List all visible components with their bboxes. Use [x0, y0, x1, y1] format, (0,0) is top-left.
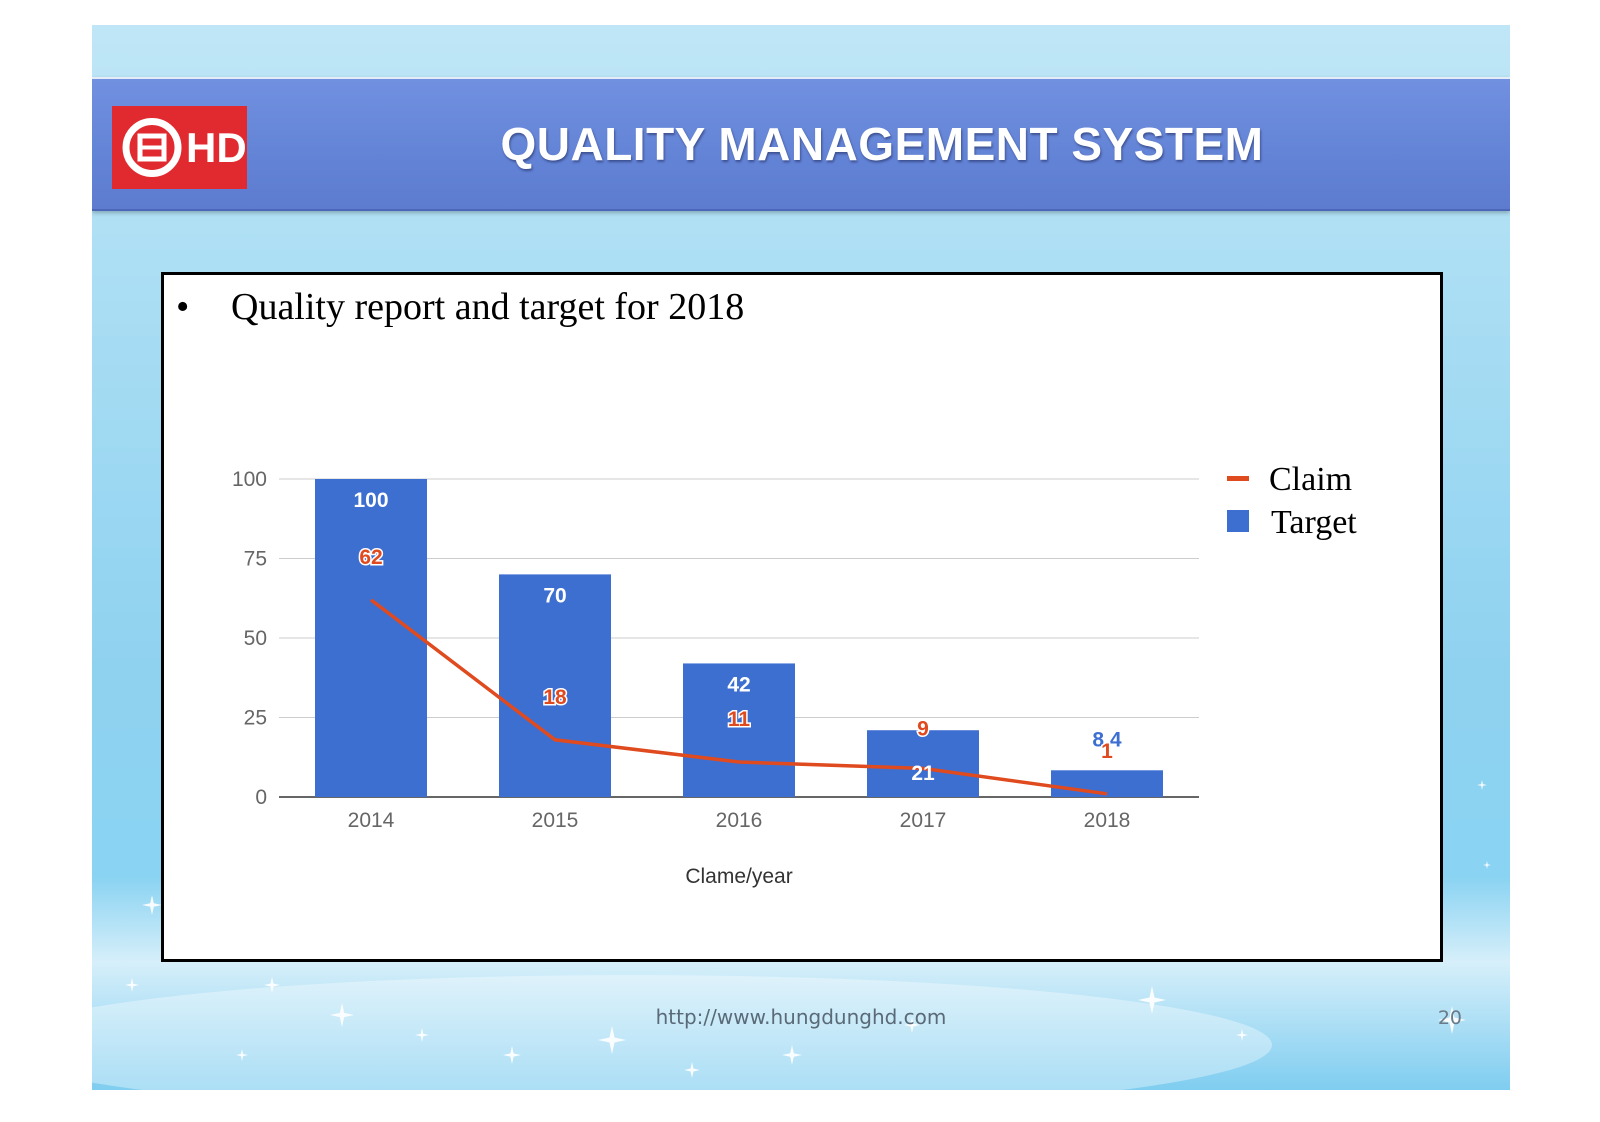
legend-claim-swatch — [1227, 476, 1249, 481]
slide: HD QUALITY MANAGEMENT SYSTEM • Quality r… — [92, 25, 1510, 1090]
x-axis-title: Clame/year — [685, 865, 792, 888]
x-tick-label: 2015 — [532, 809, 579, 832]
bullet-dot: • — [176, 286, 190, 328]
claim-data-label: 62 — [359, 546, 382, 569]
claim-line — [369, 598, 1108, 796]
claim-target-chart: 0 25 50 75 100 2014 2015 2016 2017 2018 Clame/year… — [232, 461, 1357, 888]
slide-title: QUALITY MANAGEMENT SYSTEM — [500, 118, 1264, 170]
x-tick-label: 2017 — [900, 809, 947, 832]
x-tick-label: 2018 — [1084, 809, 1131, 832]
y-tick-label: 75 — [244, 548, 267, 571]
x-tick-label: 2014 — [348, 809, 395, 832]
company-logo: HD — [112, 106, 247, 189]
legend-target-swatch — [1227, 510, 1249, 532]
bullet-text: Quality report and target for 2018 — [231, 286, 745, 328]
y-tick-label: 0 — [255, 786, 267, 809]
target-bar — [867, 730, 979, 797]
x-tick-label: 2016 — [716, 809, 763, 832]
footer-url[interactable]: http://www.hungdunghd.com — [655, 1005, 947, 1029]
target-data-label: 100 — [353, 489, 388, 512]
target-data-label: 42 — [727, 673, 750, 696]
y-tick-label: 50 — [244, 627, 267, 650]
y-tick-label: 25 — [244, 707, 267, 730]
legend-target-label: Target — [1271, 504, 1357, 541]
page-number: 20 — [1437, 1007, 1462, 1029]
target-bar — [683, 663, 795, 797]
legend-claim-label: Claim — [1269, 461, 1352, 498]
claim-data-label: 18 — [543, 686, 567, 709]
target-data-label: 8.4 — [1092, 728, 1122, 751]
claim-data-label: 9 — [917, 717, 929, 740]
logo-text: HD — [186, 124, 247, 171]
content-box: • Quality report and target for 2018 0 25… — [161, 272, 1443, 962]
target-bar — [499, 574, 611, 797]
y-tick-label: 100 — [232, 468, 267, 491]
header-band: HD QUALITY MANAGEMENT SYSTEM — [92, 77, 1510, 211]
target-data-label: 21 — [911, 762, 935, 785]
target-data-label: 70 — [543, 584, 566, 607]
claim-data-label: 11 — [728, 708, 751, 731]
claim-data-label: 1 — [1101, 740, 1113, 763]
target-bar — [315, 479, 427, 797]
